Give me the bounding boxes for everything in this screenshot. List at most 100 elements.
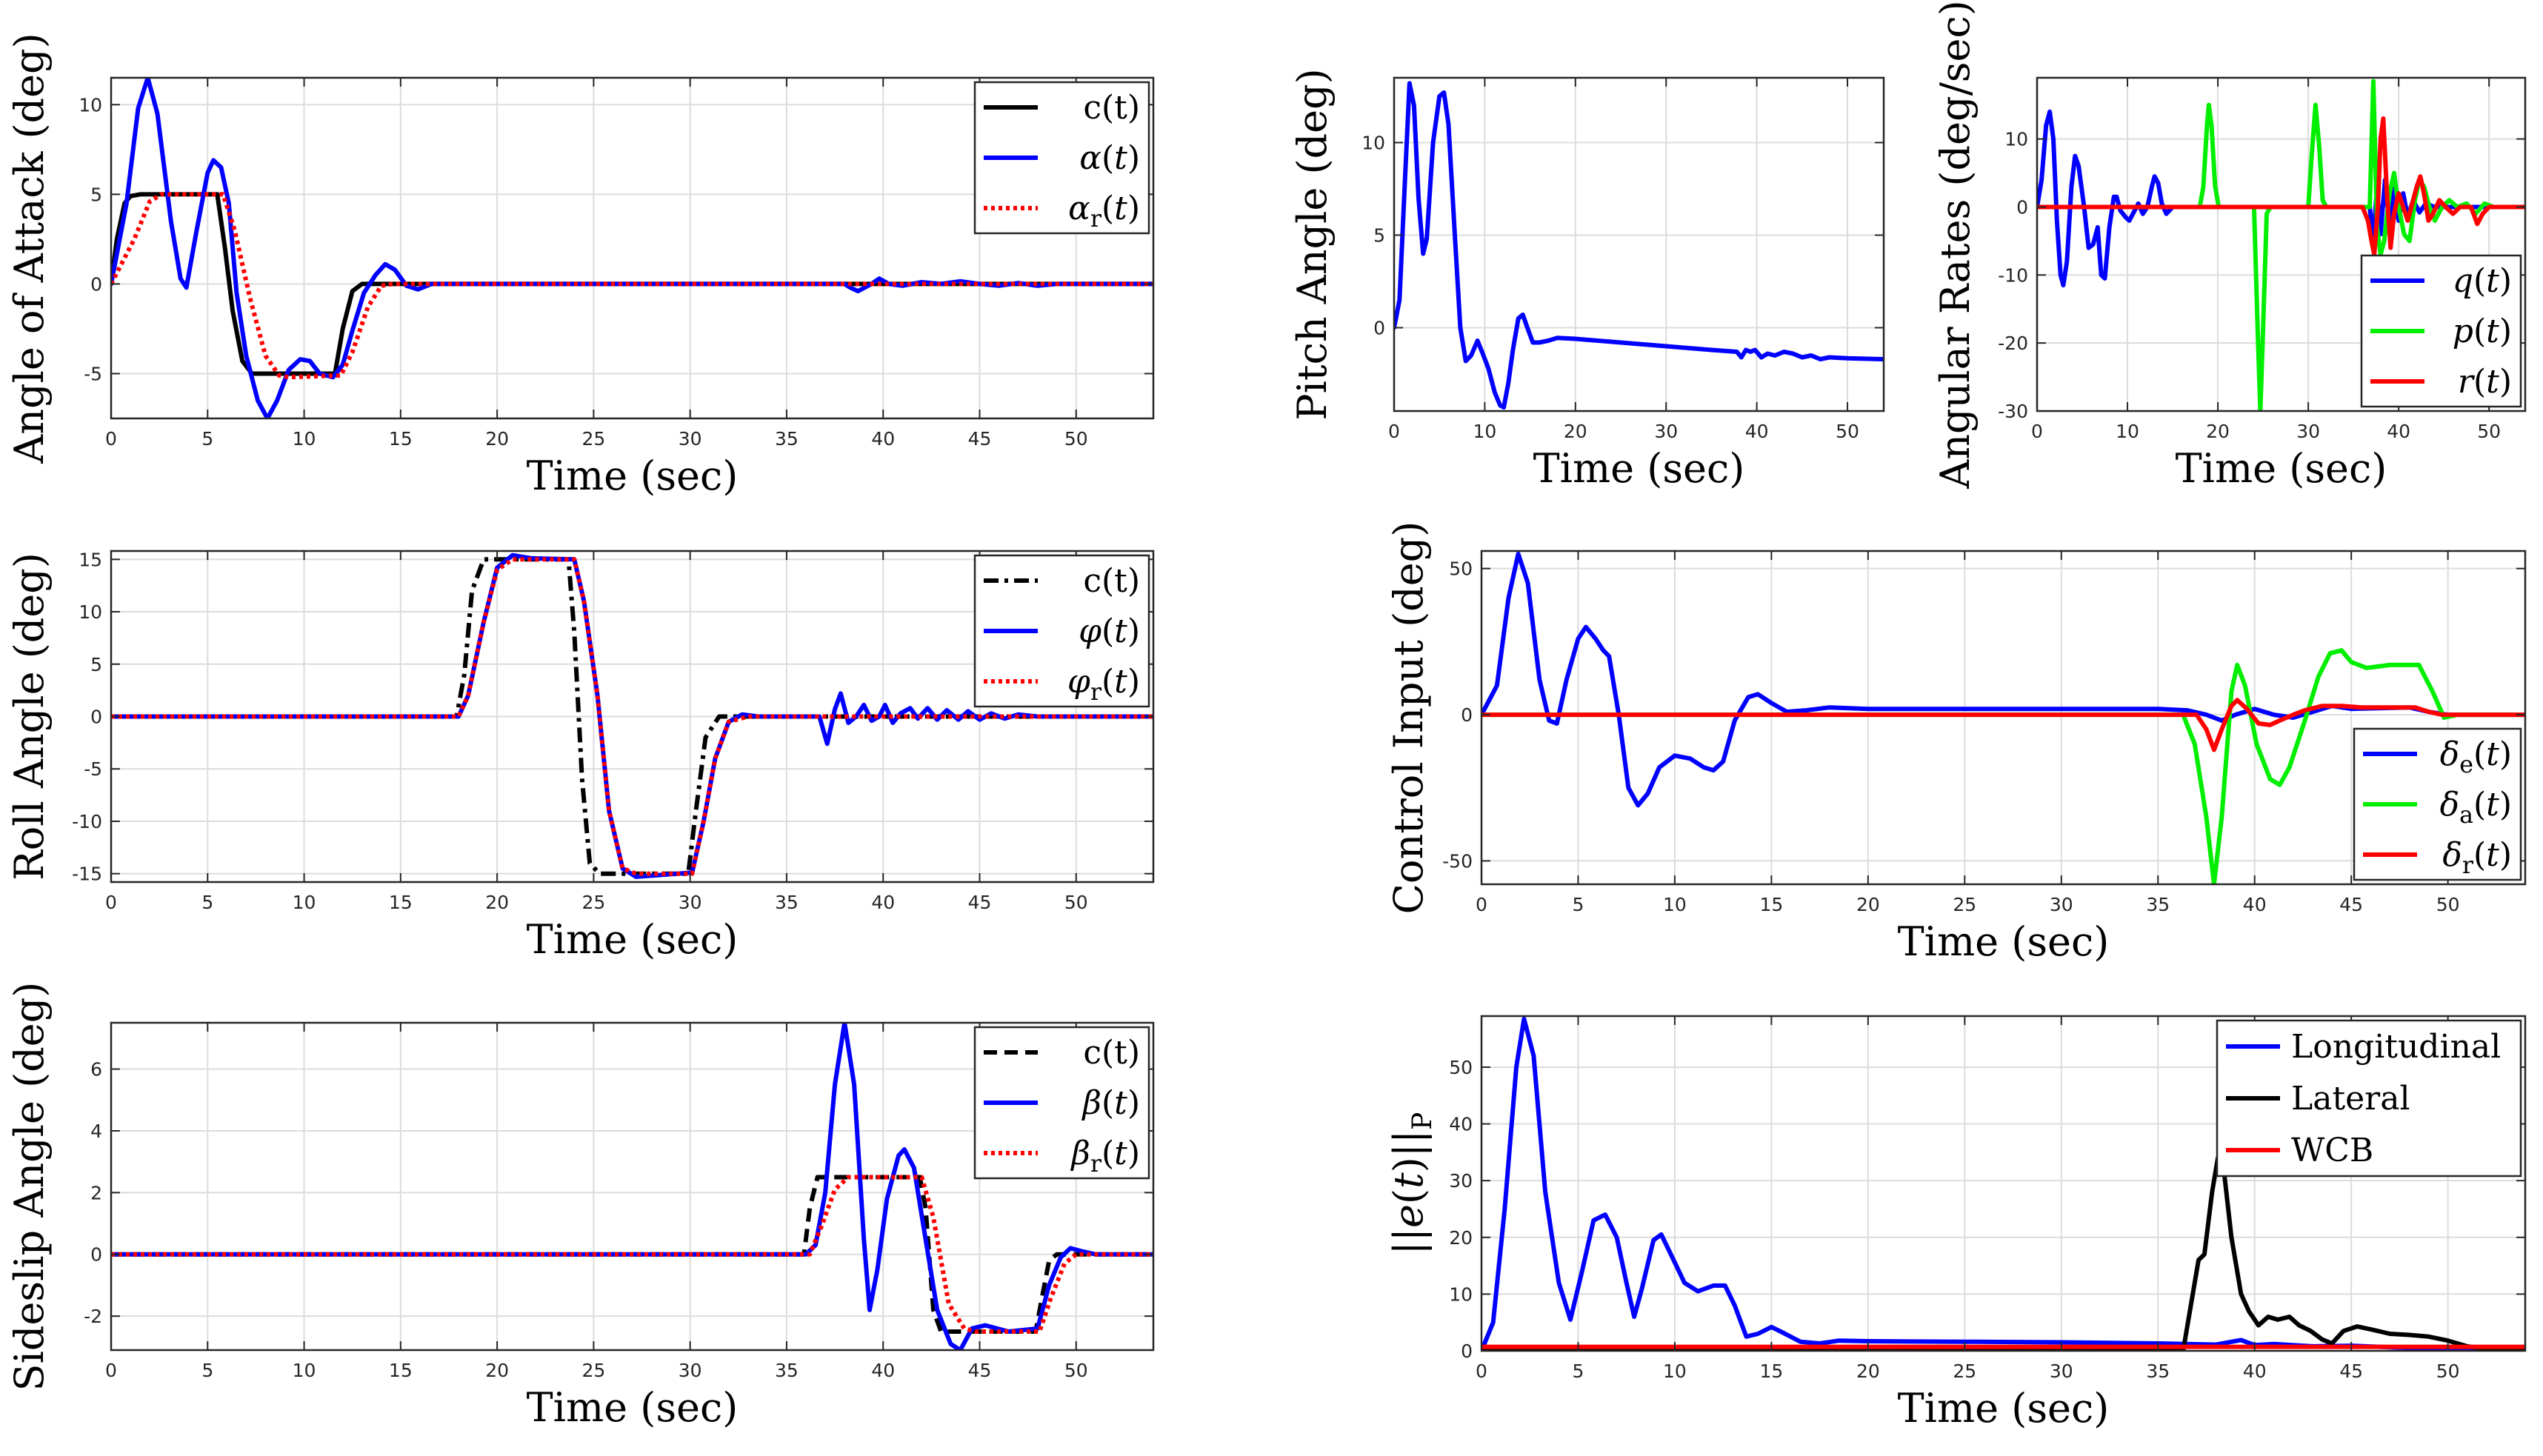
x-tick-label: 10 — [293, 892, 316, 913]
legend-label: WCB — [2291, 1132, 2373, 1169]
x-tick-label: 5 — [201, 1360, 213, 1381]
legend-label: δr(t) — [2442, 836, 2512, 879]
legend-label: βr(t) — [1070, 1135, 1140, 1178]
x-tick-label: 50 — [2436, 894, 2460, 915]
chart-control: 0 5 10 15 20 25 30 35 40 45 50 -50 0 50 Time (sec) Cont… — [1385, 521, 2527, 965]
y-tick-label: 0 — [1461, 704, 1473, 726]
x-tick-label: 20 — [485, 892, 509, 913]
x-tick-label: 50 — [1064, 428, 1088, 450]
x-tick-label: 30 — [679, 428, 702, 450]
y-axis-label: Angle of Attack (deg) — [6, 33, 53, 464]
x-tick-label: 40 — [871, 1360, 895, 1381]
x-tick-label: 50 — [1064, 892, 1088, 913]
y-tick-label: 2 — [90, 1182, 102, 1203]
y-tick-label: 10 — [1449, 1283, 1473, 1305]
legend-label: δa(t) — [2440, 786, 2512, 829]
x-tick-label: 20 — [2206, 421, 2230, 442]
x-tick-label: 0 — [105, 1360, 117, 1381]
y-tick-label: 10 — [79, 94, 102, 116]
x-tick-label: 5 — [201, 428, 213, 450]
y-tick-label: 20 — [1449, 1227, 1473, 1249]
x-axis-label: Time (sec) — [527, 1384, 739, 1431]
legend: c(t) β(t) βr(t) — [973, 1026, 1150, 1180]
x-tick-label: 45 — [968, 428, 992, 450]
x-tick-label: 20 — [485, 1360, 509, 1381]
y-tick-label: 30 — [1449, 1170, 1473, 1192]
legend-label: Longitudinal — [2291, 1028, 2501, 1066]
y-tick-label: 40 — [1449, 1114, 1473, 1135]
series-line — [2037, 116, 2525, 257]
chart-sideslip: 0 5 10 15 20 25 30 35 40 45 50 -2 0 2 4 6 Time (sec) Side… — [6, 982, 1155, 1431]
x-tick-label: 0 — [105, 892, 117, 913]
legend: Longitudinal Lateral WCB — [2216, 1019, 2522, 1178]
y-tick-label: 10 — [1362, 133, 1385, 154]
y-tick-label: 4 — [90, 1121, 102, 1142]
legend: q(t) p(t) r(t) — [2360, 254, 2522, 408]
legend-label: δe(t) — [2440, 735, 2512, 778]
x-tick-label: 40 — [1745, 421, 1769, 442]
x-tick-label: 15 — [389, 892, 413, 913]
y-tick-label: 10 — [79, 601, 102, 623]
series-line — [1394, 81, 1884, 410]
legend-label: p(t) — [2453, 313, 2512, 350]
x-tick-label: 45 — [968, 892, 992, 913]
x-tick-label: 30 — [2050, 894, 2073, 915]
x-tick-label: 40 — [2243, 894, 2267, 915]
y-axis-label: Control Input (deg) — [1385, 521, 1432, 915]
x-axis-label: Time (sec) — [1898, 918, 2110, 965]
x-tick-label: 50 — [2436, 1360, 2460, 1382]
legend: δe(t) δa(t) δr(t) — [2353, 727, 2522, 881]
x-tick-label: 10 — [293, 428, 316, 450]
x-tick-label: 35 — [775, 428, 799, 450]
x-tick-label: 10 — [1663, 894, 1687, 915]
x-tick-label: 10 — [1663, 1360, 1687, 1382]
x-tick-label: 5 — [1573, 894, 1584, 915]
x-tick-label: 10 — [293, 1360, 316, 1381]
axes-frame — [1480, 1015, 2527, 1352]
x-tick-label: 35 — [775, 892, 799, 913]
x-tick-label: 5 — [201, 892, 213, 913]
axes-frame — [1480, 550, 2527, 886]
x-tick-label: 0 — [2031, 421, 2043, 442]
y-tick-label: 0 — [90, 273, 102, 295]
x-tick-label: 0 — [1476, 1360, 1487, 1382]
series-line — [1482, 551, 2525, 808]
y-tick-label: -10 — [72, 811, 102, 832]
x-tick-label: 15 — [389, 428, 413, 450]
legend-label: φr(t) — [1067, 663, 1140, 706]
x-tick-label: 45 — [2339, 894, 2363, 915]
x-tick-label: 45 — [2339, 1360, 2363, 1382]
x-tick-label: 20 — [1856, 894, 1880, 915]
x-axis-label: Time (sec) — [2176, 445, 2387, 492]
series-line — [111, 192, 1153, 380]
legend: c(t) α(t) αr(t) — [973, 81, 1150, 235]
x-axis-label: Time (sec) — [1533, 445, 1745, 492]
y-tick-label: 0 — [1461, 1340, 1473, 1362]
y-tick-label: 0 — [2016, 196, 2028, 218]
x-tick-label: 50 — [1836, 421, 1859, 442]
y-axis-label: Roll Angle (deg) — [6, 552, 53, 881]
y-tick-label: 5 — [1373, 225, 1385, 247]
x-tick-label: 25 — [1953, 1360, 1976, 1382]
x-tick-label: 0 — [1388, 421, 1400, 442]
legend-label: Lateral — [2291, 1080, 2410, 1118]
y-tick-label: 10 — [2004, 129, 2028, 150]
x-tick-label: 0 — [105, 428, 117, 450]
axes-frame — [2036, 76, 2527, 413]
y-tick-label: 50 — [1449, 1057, 1473, 1078]
y-tick-label: 6 — [90, 1059, 102, 1081]
x-tick-label: 25 — [1953, 894, 1976, 915]
axes-frame — [110, 76, 1155, 420]
y-tick-label: -2 — [84, 1306, 102, 1327]
x-tick-label: 5 — [1573, 1360, 1584, 1382]
y-tick-label: 0 — [90, 707, 102, 728]
chart-error: 0 5 10 15 20 25 30 35 40 45 50 0 10 20 30 40 50 Time (sec… — [1385, 1015, 2527, 1432]
x-tick-label: 30 — [679, 892, 702, 913]
series-line — [111, 1023, 1153, 1350]
x-tick-label: 35 — [775, 1360, 799, 1381]
series-line — [1482, 648, 2525, 884]
x-tick-label: 30 — [679, 1360, 702, 1381]
y-axis-label: Sideslip Angle (deg) — [6, 982, 53, 1392]
y-tick-label: -20 — [1998, 333, 2028, 354]
